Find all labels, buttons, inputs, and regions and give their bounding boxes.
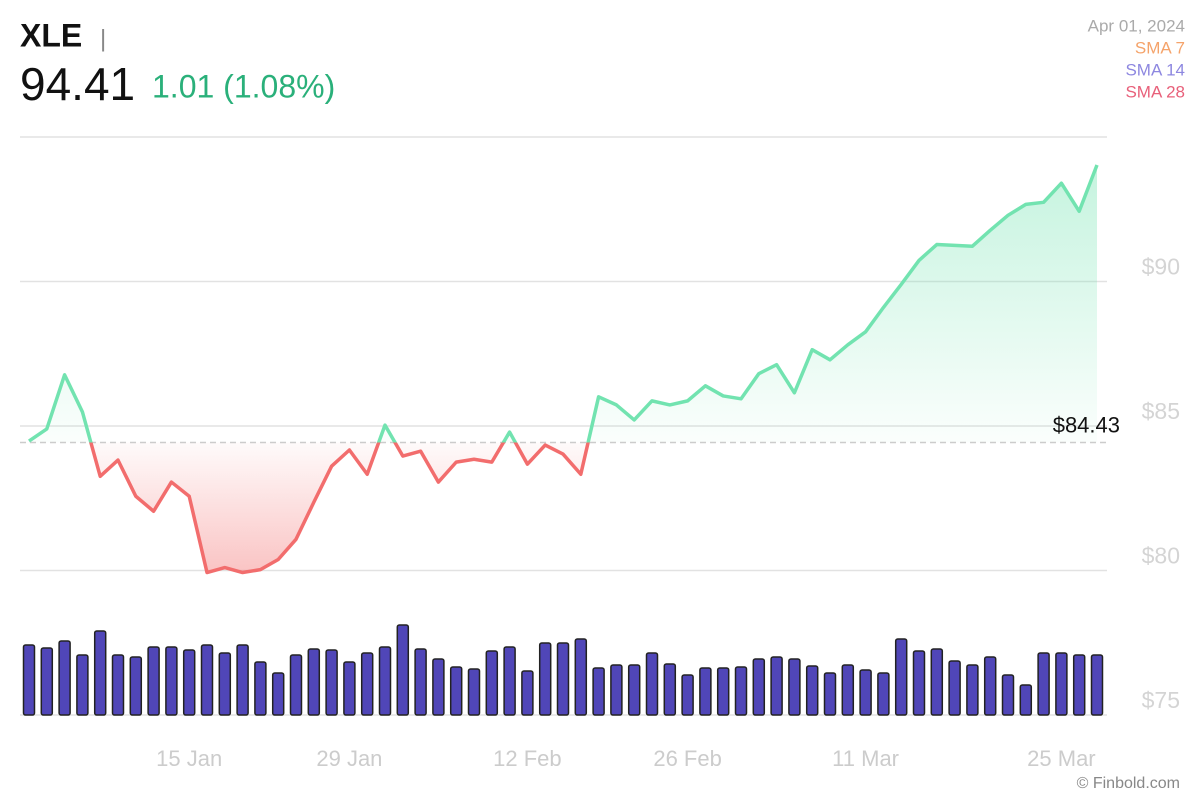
volume-bar [1072,654,1086,716]
volume-bar [521,670,534,716]
volume-bar [859,669,872,716]
x-tick-label: 15 Jan [156,746,222,771]
volume-bar [1037,652,1050,716]
volume-bar [76,654,89,716]
baseline-label: $84.43 [1053,412,1120,437]
volume-bar [129,656,143,716]
volume-bar [574,638,588,716]
volume-bar [841,664,855,716]
indicator-label: SMA 28 [1125,82,1185,101]
volume-bar [360,652,374,716]
volume-bar [592,667,605,716]
volume-bar [378,646,392,716]
volume-bar [58,640,71,716]
x-tick-label: 11 Mar [832,746,899,771]
volume-bar [93,630,107,716]
x-tick-label: 29 Jan [316,746,382,771]
volume-bar [894,638,908,716]
volume-bar [752,658,766,716]
volume-bar [734,666,748,716]
indicator-label: SMA 7 [1135,38,1185,57]
volume-bar [716,667,730,716]
volume-bar [467,668,481,716]
price: 94.41 [20,58,135,110]
volume-bar [485,650,499,716]
volume-bar [271,672,285,716]
volume-bar [948,660,961,716]
volume-bar [930,648,944,716]
volume-bar [663,663,677,716]
volume-bar [236,644,249,716]
volume-bar [770,656,783,716]
volume-bar [200,644,214,716]
volume-bar [823,672,837,716]
y-tick-label: $90 [1142,254,1180,280]
price-change: 1.01 (1.08%) [152,68,335,104]
volume-bar [165,646,178,716]
date: Apr 01, 2024 [1088,16,1185,35]
volume-bar [1055,652,1068,716]
volume-bar [877,672,890,716]
volume-bar [805,665,819,716]
ticker: XLE [20,17,82,53]
x-tick-label: 12 Feb [493,746,562,771]
volume-bar [147,646,160,716]
volume-bar [254,661,267,716]
volume-bar [289,654,303,716]
price-area [29,165,1097,573]
volume-bar [1090,654,1104,716]
separator: | [100,25,106,52]
x-tick-label: 26 Feb [653,746,722,771]
volume-bar [22,644,36,716]
volume-bar [218,652,232,716]
volume-bar [1001,674,1015,716]
volume-bar [307,648,321,716]
volume-bar [966,664,979,716]
volume-bar [556,642,570,716]
volume-bar [432,658,445,716]
y-tick-label: $85 [1142,398,1180,424]
watermark: © Finbold.com [1077,775,1180,792]
indicator-label: SMA 14 [1125,60,1185,79]
volume-bar [912,650,926,716]
volume-bar [325,649,338,716]
volume-bar [40,647,54,716]
volume-bar [414,648,427,716]
volume-bar [396,624,410,716]
volume-bar [645,652,659,716]
volume-bar [343,661,356,716]
price-line [28,164,1099,575]
volume-bar [449,666,463,716]
volume-bar [681,674,694,716]
volume-bar [983,656,997,716]
volume-bar [788,658,801,716]
y-tick-label: $80 [1142,543,1180,569]
volume-bar [627,664,641,716]
volume-bar [182,649,196,716]
volume-bar [610,664,623,716]
volume-bar [538,642,552,716]
volume-bar [699,667,712,716]
y-tick-label: $75 [1142,687,1180,713]
volume-bar [1019,684,1033,716]
x-tick-label: 25 Mar [1027,746,1095,771]
volume-bar [503,646,516,716]
volume-bar [111,654,125,716]
